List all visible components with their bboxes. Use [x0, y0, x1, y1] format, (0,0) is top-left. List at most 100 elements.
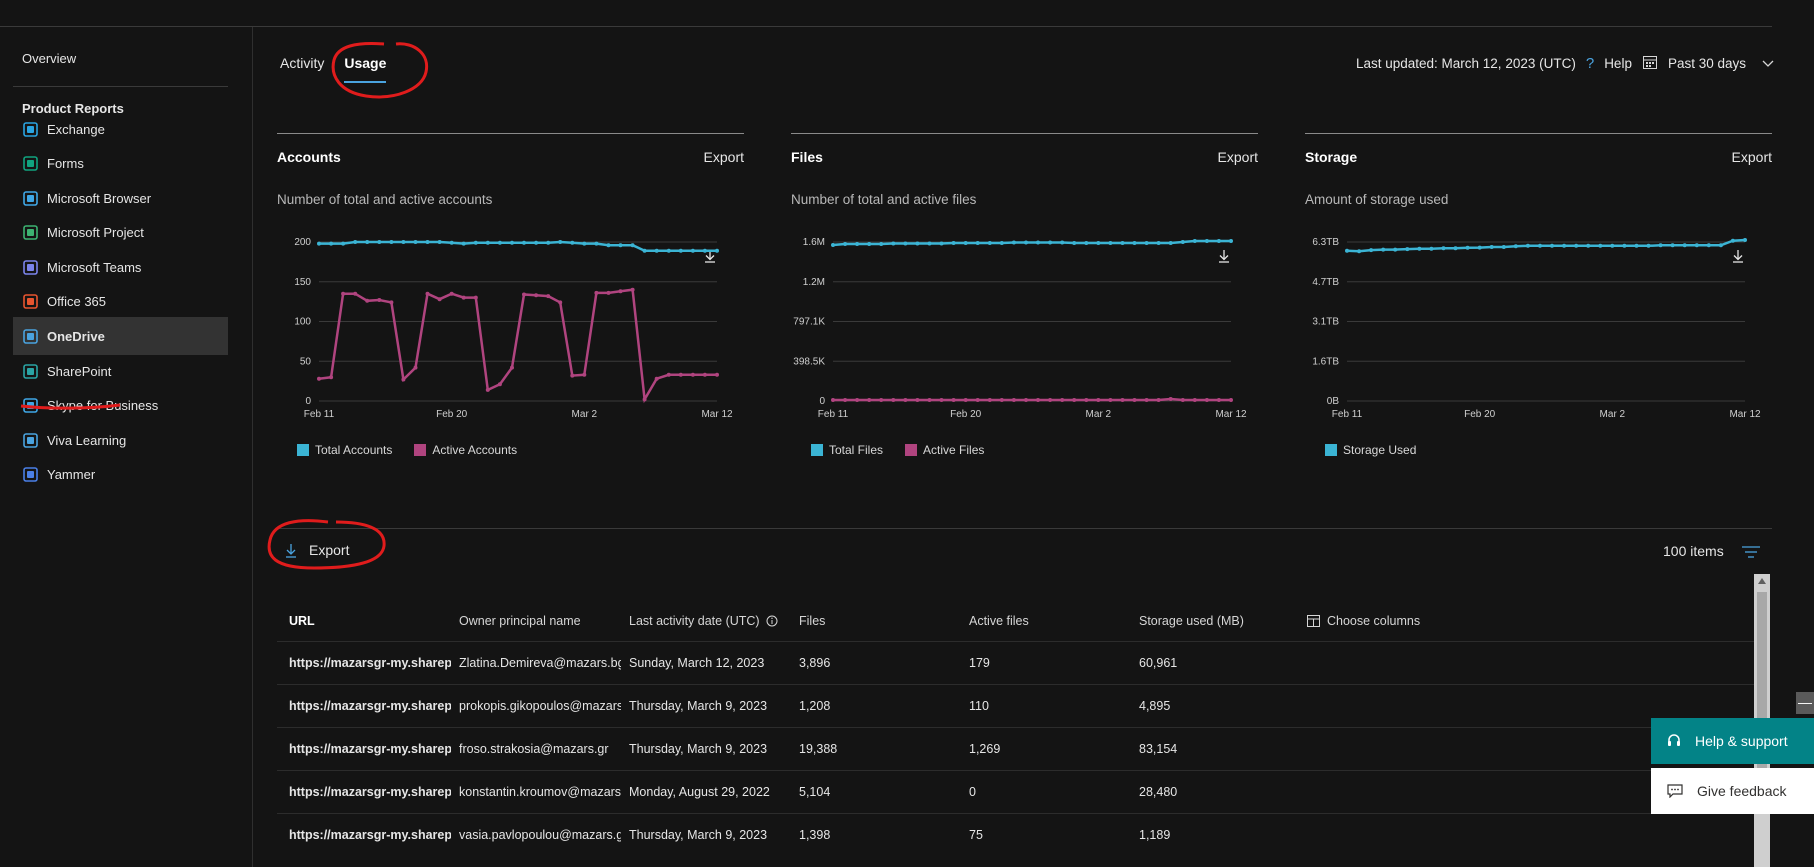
data-point[interactable] — [1048, 240, 1053, 245]
calendar-icon[interactable] — [1642, 54, 1658, 73]
data-point[interactable] — [1216, 239, 1221, 243]
data-point[interactable] — [1108, 241, 1113, 245]
column-header-storage[interactable]: Storage used (MB) — [1139, 614, 1244, 628]
data-point[interactable] — [1357, 249, 1362, 254]
column-header-owner[interactable]: Owner principal name — [459, 614, 581, 628]
scroll-up-arrow[interactable] — [1758, 578, 1766, 584]
data-point[interactable] — [915, 398, 920, 402]
data-point[interactable] — [1634, 243, 1639, 248]
cell-url[interactable]: https://mazarsgr-my.sharepo — [289, 785, 451, 799]
data-point[interactable] — [401, 240, 406, 244]
data-point[interactable] — [1393, 247, 1398, 252]
data-point[interactable] — [510, 240, 514, 245]
data-point[interactable] — [413, 365, 418, 370]
data-point[interactable] — [690, 372, 695, 377]
data-point[interactable] — [1345, 248, 1349, 253]
data-point[interactable] — [582, 241, 587, 246]
data-point[interactable] — [1477, 245, 1482, 250]
data-point[interactable] — [1441, 246, 1446, 251]
data-point[interactable] — [449, 291, 454, 296]
sidebar-item-sharepoint[interactable]: SharePoint — [13, 352, 228, 390]
data-point[interactable] — [1048, 398, 1053, 402]
data-point[interactable] — [678, 248, 683, 253]
period-select[interactable]: Past 30 days — [1667, 56, 1746, 71]
data-point[interactable] — [1501, 245, 1506, 249]
table-row[interactable]: https://mazarsgr-my.sharepo froso.strakos… — [277, 727, 1754, 771]
data-point[interactable] — [1670, 243, 1675, 248]
data-point[interactable] — [461, 295, 466, 300]
data-point[interactable] — [1429, 246, 1434, 251]
data-point[interactable] — [522, 292, 526, 297]
data-point[interactable] — [1513, 244, 1518, 249]
data-point[interactable] — [534, 293, 539, 298]
data-point[interactable] — [1586, 243, 1591, 248]
data-point[interactable] — [1192, 239, 1197, 243]
sidebar-item-forms[interactable]: Forms — [13, 144, 228, 182]
sidebar-item-office-365[interactable]: Office 365 — [13, 282, 228, 320]
data-point[interactable] — [425, 291, 430, 296]
data-point[interactable] — [365, 298, 370, 303]
data-point[interactable] — [831, 243, 835, 247]
sidebar-item-yammer[interactable]: Yammer — [13, 455, 228, 493]
data-point[interactable] — [1369, 248, 1374, 253]
data-point[interactable] — [1011, 240, 1016, 245]
data-point[interactable] — [867, 242, 872, 246]
cell-url[interactable]: https://mazarsgr-my.sharepo — [289, 828, 451, 842]
filter-icon[interactable] — [1742, 546, 1760, 561]
data-point[interactable] — [1072, 241, 1077, 245]
data-point[interactable] — [329, 241, 334, 246]
help-question-icon[interactable]: ? — [1585, 55, 1595, 72]
data-point[interactable] — [522, 240, 526, 245]
data-point[interactable] — [831, 398, 835, 402]
data-point[interactable] — [618, 243, 623, 248]
cell-url[interactable]: https://mazarsgr-my.sharepo — [289, 742, 451, 756]
data-point[interactable] — [1156, 398, 1161, 402]
data-point[interactable] — [546, 294, 551, 299]
data-point[interactable] — [715, 372, 719, 377]
data-point[interactable] — [666, 372, 671, 377]
data-point[interactable] — [975, 398, 980, 402]
data-point[interactable] — [473, 240, 478, 245]
column-header-files[interactable]: Files — [799, 614, 826, 628]
data-point[interactable] — [377, 298, 382, 302]
data-point[interactable] — [1453, 246, 1458, 251]
files-export-button[interactable]: Export — [1218, 149, 1258, 263]
accounts-export-button[interactable]: Export — [704, 149, 744, 263]
data-point[interactable] — [879, 242, 884, 246]
data-point[interactable] — [666, 248, 671, 253]
data-point[interactable] — [843, 398, 848, 402]
data-point[interactable] — [1706, 243, 1711, 248]
data-point[interactable] — [1405, 247, 1410, 252]
data-point[interactable] — [1108, 398, 1113, 402]
data-point[interactable] — [999, 241, 1004, 245]
data-point[interactable] — [1011, 398, 1016, 402]
data-point[interactable] — [389, 300, 394, 305]
data-point[interactable] — [558, 240, 563, 244]
data-point[interactable] — [485, 387, 490, 392]
data-point[interactable] — [558, 300, 563, 305]
legend-item[interactable]: Storage Used — [1325, 443, 1416, 457]
data-point[interactable] — [654, 376, 659, 381]
data-point[interactable] — [1120, 241, 1125, 245]
column-header-active-files[interactable]: Active files — [969, 614, 1029, 628]
data-point[interactable] — [843, 242, 848, 246]
choose-columns-button[interactable]: Choose columns — [1307, 614, 1420, 628]
data-point[interactable] — [963, 241, 968, 245]
legend-item[interactable]: Active Files — [905, 443, 984, 457]
data-point[interactable] — [510, 365, 514, 370]
sidebar-item-microsoft-project[interactable]: Microsoft Project — [13, 213, 228, 251]
data-point[interactable] — [365, 240, 370, 244]
data-point[interactable] — [1622, 243, 1627, 248]
data-point[interactable] — [1024, 240, 1028, 245]
data-point[interactable] — [702, 372, 707, 377]
table-row[interactable]: https://mazarsgr-my.sharepo vasia.pavlopo… — [277, 813, 1754, 857]
data-point[interactable] — [1024, 398, 1028, 402]
data-point[interactable] — [1144, 398, 1149, 402]
data-point[interactable] — [1084, 398, 1089, 402]
data-point[interactable] — [1682, 243, 1687, 248]
sidebar-item-microsoft-browser[interactable]: Microsoft Browser — [13, 179, 228, 217]
data-point[interactable] — [1465, 245, 1470, 250]
column-header-last-activity[interactable]: Last activity date (UTC) — [629, 614, 778, 628]
data-point[interactable] — [606, 243, 611, 248]
data-point[interactable] — [690, 248, 695, 253]
